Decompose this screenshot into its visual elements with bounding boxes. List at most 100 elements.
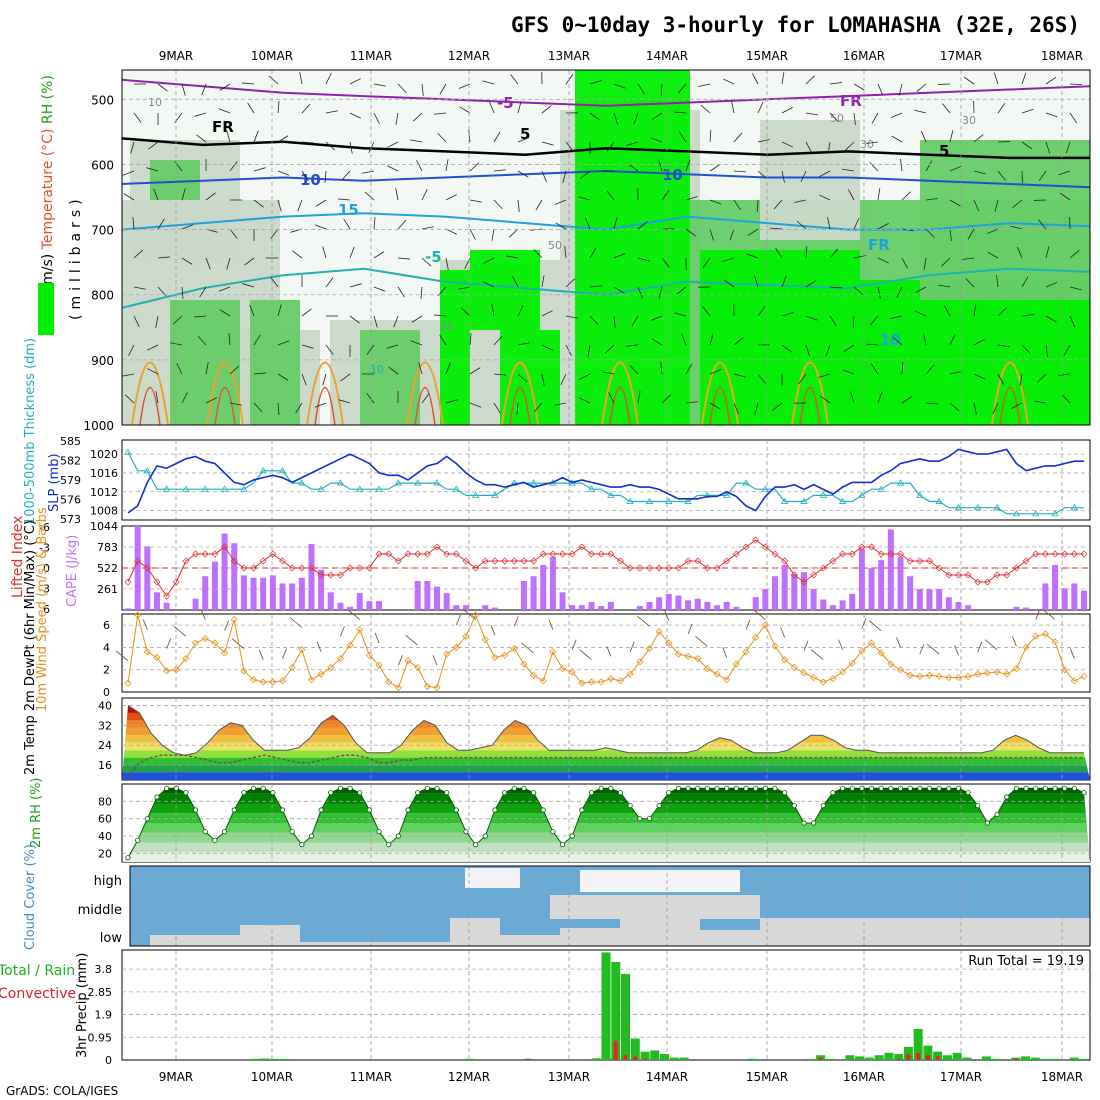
rh-point [569, 833, 575, 839]
li-point [626, 564, 634, 572]
wind-point [684, 652, 692, 660]
wind-point [163, 667, 171, 675]
wind-barb [122, 373, 135, 377]
wind-barb [626, 141, 639, 146]
wind-point [732, 660, 740, 668]
cape-bar [356, 593, 363, 610]
rh-point [202, 829, 208, 835]
wind-barb [172, 315, 183, 325]
li-point [645, 564, 653, 572]
cape-bar [849, 593, 856, 610]
wind-point [481, 636, 489, 644]
wind-point [1070, 677, 1078, 685]
wind-barb [949, 228, 952, 241]
wind-barb [842, 168, 855, 172]
thickness-point [587, 485, 596, 492]
tick-date-top: 13MAR [548, 49, 590, 63]
cape-bar [414, 581, 421, 610]
wind-barb [253, 402, 263, 413]
wind-barb [724, 279, 735, 288]
wind-barb [541, 310, 553, 317]
wind-barb [626, 344, 639, 347]
wind-barb-10m [231, 638, 245, 649]
rh-point [733, 785, 739, 791]
li-point [1080, 550, 1088, 558]
cloud-low [300, 942, 450, 946]
cape-bar [144, 546, 151, 610]
thickness-point [819, 491, 827, 498]
li-point [259, 557, 267, 565]
wind-barb [877, 223, 889, 230]
rh-shade [250, 300, 300, 425]
wind-barb-10m [687, 623, 693, 635]
wind-barb [541, 373, 545, 386]
rh-band [122, 813, 1090, 823]
tick-date-top: 16MAR [843, 49, 885, 63]
li-point [674, 564, 682, 572]
wind-barb [445, 399, 458, 404]
tick-rh: 80 [98, 795, 112, 808]
ylabel-slp: SLP (mb) [47, 453, 62, 512]
wind-barb [469, 162, 480, 172]
wind-barb [469, 333, 472, 346]
wind-barb [517, 373, 528, 383]
ylabel-cloud: Cloud Cover (%) [23, 844, 38, 950]
wind-barb [923, 257, 927, 270]
wind-barb [986, 228, 999, 235]
wind-barb [829, 82, 842, 85]
wind-point [124, 679, 132, 687]
wind-barb [827, 141, 831, 154]
li-point [578, 543, 586, 551]
wind-barb [1069, 112, 1078, 124]
wind-barb [938, 284, 951, 288]
wind-barb [973, 170, 986, 175]
wind-barb [877, 83, 884, 96]
wind-barb [219, 83, 231, 91]
wind-barb-10m [173, 625, 187, 637]
wind-barb [781, 275, 787, 288]
cape-bar [839, 600, 846, 610]
rh-band [122, 788, 1090, 794]
wind-barb [253, 199, 264, 208]
wind-barb [205, 397, 217, 404]
cape-bar [269, 575, 276, 610]
thickness-point [298, 479, 306, 486]
precip-conv-bar [906, 1054, 911, 1060]
rh-point [926, 785, 933, 791]
wind-barb [1061, 394, 1071, 404]
li-point [607, 550, 615, 558]
tick-temp: 16 [98, 759, 112, 772]
wind-barb [608, 392, 615, 404]
wind-barb-10m [340, 626, 345, 637]
rh-point [299, 842, 305, 848]
ylabel-li: Lifted Index [10, 516, 26, 598]
wind-barb [157, 83, 168, 92]
wind-barb [133, 112, 142, 123]
wind-barb [410, 340, 423, 346]
contour-label: 30 [962, 114, 976, 127]
wind-barb [393, 315, 399, 328]
rh-point [637, 816, 643, 822]
cape-bar [308, 544, 315, 610]
cape-bar [240, 575, 247, 610]
wind-barb [489, 101, 495, 114]
wind-barb [229, 402, 242, 406]
wind-barb [589, 80, 602, 85]
wind-point [800, 669, 808, 677]
contour-label: 5 [939, 142, 949, 160]
precip-conv-bar [1013, 1058, 1018, 1060]
rh-point [540, 807, 546, 813]
wind-barb [194, 315, 207, 318]
rh-point [917, 785, 923, 791]
wind-barb [915, 286, 927, 293]
wind-point [143, 648, 151, 656]
wind-barb [781, 344, 792, 353]
wind-barb [1058, 170, 1071, 176]
li-point [723, 557, 731, 565]
rh-point [675, 785, 682, 791]
wind-barb [1021, 314, 1034, 317]
wind-barb [853, 83, 865, 91]
wind-point [510, 644, 518, 653]
wind-barb [397, 83, 407, 94]
wind-barb [541, 344, 553, 351]
